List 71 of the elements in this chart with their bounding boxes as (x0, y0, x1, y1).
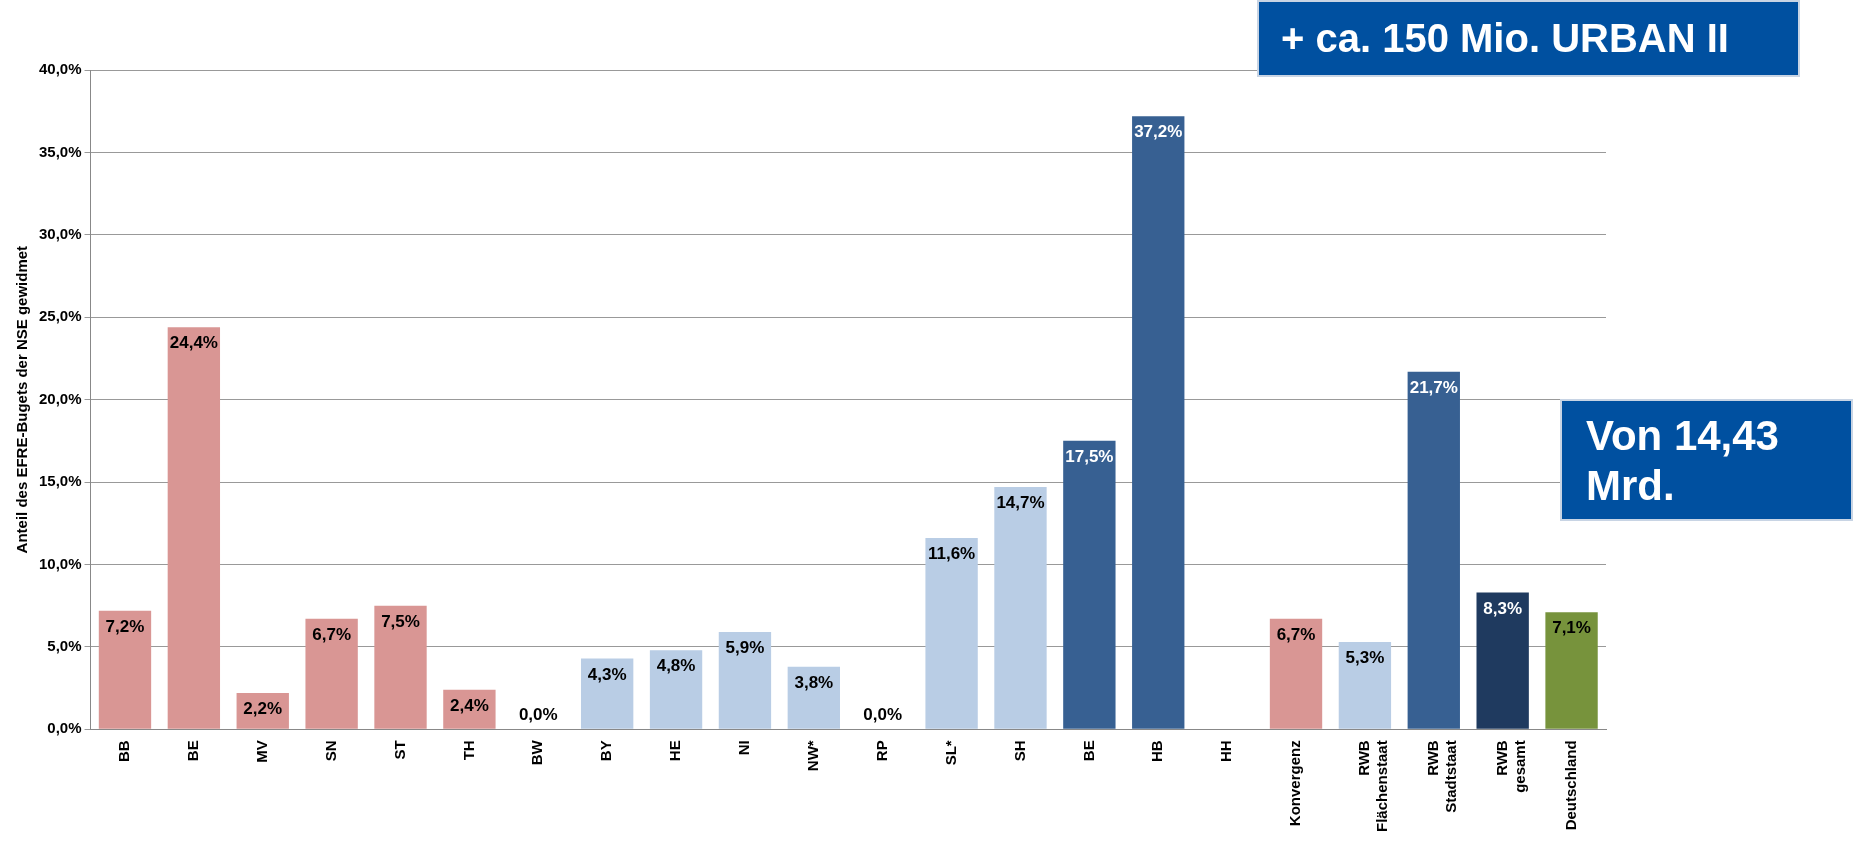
x-tick-label: HE (666, 740, 684, 762)
y-tick-label: 30,0% (38, 224, 82, 242)
data-label: 14,7% (996, 493, 1045, 513)
bar (1269, 618, 1323, 729)
x-tick-label: BE (184, 740, 201, 762)
text: + ca. 150 Mio. URBAN II (1257, 0, 1800, 77)
y-tick-label: 15,0% (38, 472, 82, 490)
bar (718, 632, 772, 729)
x-tick-label: BE (1079, 740, 1097, 762)
data-label: 3,8% (794, 672, 834, 692)
data-label: 4,8% (656, 656, 696, 676)
x-tick-label: Deutschland (1561, 740, 1579, 831)
bar (1063, 440, 1116, 729)
data-label: 11,6% (927, 544, 976, 564)
y-tick-label: 10,0% (38, 554, 82, 572)
bar (1545, 612, 1598, 729)
x-tick-label: HH (1217, 740, 1235, 762)
y-tick-label: 40,0% (38, 60, 82, 78)
x-tick-label: RWB gesamt (1492, 740, 1528, 793)
bar (1338, 641, 1392, 729)
data-label: 0,0% (518, 705, 558, 725)
bar (374, 605, 427, 729)
bar (649, 650, 703, 729)
x-tick-label: NI (735, 740, 753, 756)
data-label: 37,2% (1134, 122, 1183, 142)
x-tick-label: SH (1010, 740, 1028, 762)
data-label: 7,2% (105, 616, 145, 636)
bar (1476, 592, 1529, 729)
bar (167, 327, 221, 729)
data-label: 6,7% (312, 625, 351, 645)
x-tick-label: BW (528, 739, 546, 766)
x-tick-label: SL* (941, 740, 959, 766)
bar (1132, 116, 1185, 729)
y-tick-label: 20,0% (38, 389, 82, 407)
y-tick-label: 25,0% (38, 307, 82, 325)
bar (305, 618, 358, 729)
y-tick-label: 0,0% (47, 719, 82, 737)
data-label: 21,7% (1409, 377, 1458, 397)
data-label: 7,1% (1552, 618, 1591, 638)
x-tick-label: HB (1148, 740, 1166, 762)
data-label: 6,7% (1276, 625, 1316, 645)
bar (925, 538, 978, 729)
x-tick-label: RWB Stadtstaat (1423, 740, 1459, 813)
data-label: 24,4% (169, 333, 218, 353)
x-tick-label: RWB Flächenstaat (1355, 740, 1391, 832)
y-tick-label: 35,0% (38, 142, 82, 160)
data-label: 8,3% (1483, 598, 1523, 618)
bar (994, 487, 1047, 729)
x-tick-label: RP (872, 740, 890, 762)
annotation: Von 14,43 Mrd. (1560, 399, 1853, 521)
x-tick-label: BB (115, 740, 133, 762)
data-label: 5,3% (1345, 648, 1385, 668)
x-tick-label: MV (252, 740, 270, 763)
data-label: 4,3% (587, 664, 627, 684)
data-label: 17,5% (1065, 447, 1114, 467)
x-tick-label: SN (321, 740, 339, 762)
data-label: 0,0% (863, 705, 903, 725)
bar (98, 610, 152, 729)
bar (1407, 371, 1460, 729)
x-tick-label: Konvergenz (1286, 740, 1304, 827)
bar (580, 658, 634, 729)
x-tick-label: BY (597, 740, 615, 762)
data-label: 2,4% (450, 695, 489, 715)
x-tick-label: NW* (803, 740, 821, 772)
data-label: 7,5% (381, 611, 420, 631)
x-tick-label: TH (459, 740, 477, 761)
x-tick-label: ST (390, 740, 408, 760)
y-axis-title: Anteil des EFRE-Bugets der NSE gewidmet (13, 245, 31, 554)
data-label: 2,2% (243, 699, 283, 719)
data-label: 5,9% (725, 638, 765, 658)
y-tick-label: 5,0% (47, 637, 82, 655)
